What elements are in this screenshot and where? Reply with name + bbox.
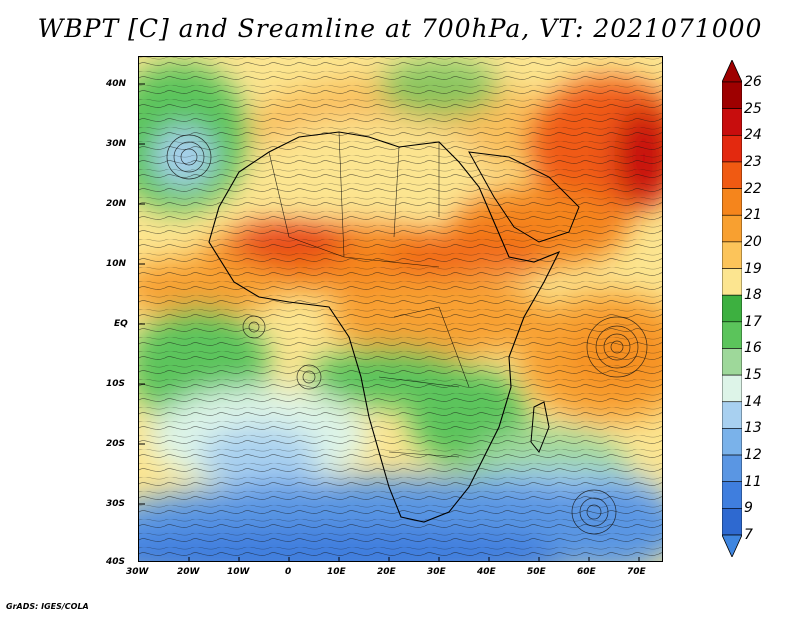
lon-label-10e: 10E [327,567,346,577]
colorbar-label: 24 [744,127,762,144]
colorbar-swatch [722,454,742,483]
colorbar-top-arrow [722,60,742,83]
colorbar-label: 9 [744,500,753,517]
colorbar-swatch [722,294,742,323]
colorbar-swatch [722,241,742,269]
colorbar-swatch [722,481,742,509]
africa-coastline [208,131,561,523]
lon-label-70e: 70E [627,567,646,577]
circulation-swirls [166,134,648,535]
lon-label-20w: 20W [177,567,200,577]
axis-ticks [139,83,640,561]
colorbar-swatch [722,108,742,136]
lon-label-30w: 30W [126,567,149,577]
lat-label-eq: EQ [114,319,128,329]
lat-label-20n: 20N [106,199,127,209]
streamlines [139,57,662,561]
colorbar-swatch [722,188,742,216]
colorbar-label: 20 [744,233,762,250]
lon-label-20e: 20E [377,567,396,577]
colorbar-swatch [722,268,742,296]
colorbar-swatch [722,348,742,376]
colorbar-label: 19 [744,260,762,277]
colorbar-label: 13 [744,420,762,437]
colorbar-label: 23 [744,153,762,170]
lat-label-30s: 30S [106,499,126,509]
colorbar-bottom-arrow [722,534,742,557]
colorbar-swatch [722,321,742,349]
wbpt-streamline-map [139,57,662,561]
lat-label-30n: 30N [106,139,127,149]
map-panel [138,56,663,562]
lat-label-40n: 40N [106,79,127,89]
colorbar-swatch [722,428,742,456]
lat-label-10s: 10S [106,379,126,389]
colorbar-label: 17 [744,313,762,330]
colorbar-swatch [722,508,742,536]
lon-label-50e: 50E [527,567,546,577]
lon-label-60e: 60E [577,567,596,577]
colorbar-swatch [722,374,742,403]
colorbar-label: 18 [744,287,762,304]
colorbar-swatch [722,401,742,429]
map-title: WBPT [C] and Sreamline at 700hPa, VT: 20… [37,14,763,43]
lat-label-40s: 40S [106,557,126,567]
lat-label-20s: 20S [106,439,126,449]
colorbar-label: 22 [744,180,762,197]
country-borders [268,131,470,458]
lon-label-40e: 40E [477,567,496,577]
arabia-coastline [468,151,580,243]
colorbar-label: 15 [744,367,762,384]
lon-label-10w: 10W [227,567,250,577]
colorbar-label: 26 [744,74,762,90]
wbpt-colorbar [722,60,742,557]
colorbar-label: 16 [744,340,762,357]
colorbar-label: 25 [744,100,762,117]
colorbar-label: 11 [744,473,762,490]
colorbar-label: 14 [744,393,762,410]
madagascar-coastline [530,401,550,453]
lon-label-0: 0 [285,567,292,577]
colorbar-swatch [722,81,742,109]
grads-credit: GrADS: IGES/COLA [6,602,89,611]
colorbar-swatch [722,134,742,163]
colorbar-label: 21 [744,207,762,224]
lon-label-30e: 30E [427,567,446,577]
colorbar-label: 12 [744,447,762,464]
colorbar-label: 7 [744,527,753,543]
colorbar-swatch [722,214,742,243]
lat-label-10n: 10N [106,259,127,269]
colorbar-swatch [722,161,742,189]
